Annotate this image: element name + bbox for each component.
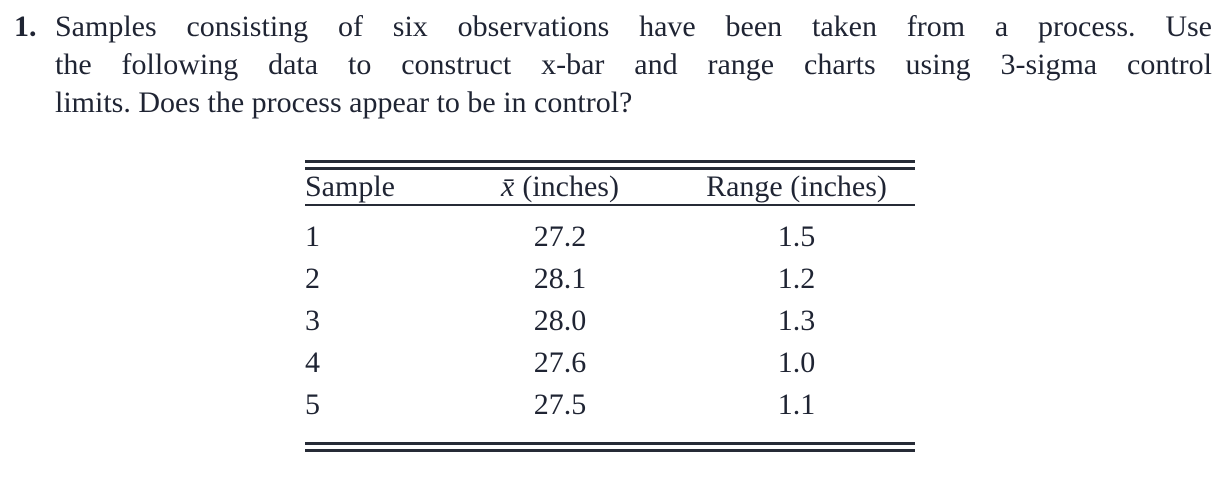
problem-statement: 1. Samples consisting of six observation… (0, 0, 1222, 122)
cell-sample: 2 (305, 262, 320, 295)
cell-xbar: 28.1 (533, 262, 587, 295)
cell-xbar: 27.6 (533, 346, 587, 379)
cell-sample: 3 (305, 304, 320, 337)
problem-text-line-1: Samples consisting of six observations h… (55, 10, 1212, 43)
cell-range: 1.5 (777, 220, 816, 253)
xbar-symbol: x̄ (501, 170, 515, 203)
table-row: 3 28.0 1.3 (305, 300, 915, 342)
header-xbar: x̄ (inches) (470, 165, 650, 206)
cell-xbar: 27.5 (533, 388, 587, 421)
cell-sample: 1 (305, 220, 320, 253)
table-header-row: Sample x̄ (inches) Range (inches) (305, 165, 915, 206)
table-row: 4 27.6 1.0 (305, 342, 915, 384)
table-row: 2 28.1 1.2 (305, 258, 915, 300)
table-row: 1 27.2 1.5 (305, 205, 915, 258)
problem-text-line-2: the following data to construct x-bar an… (55, 48, 1212, 81)
cell-sample: 5 (305, 388, 320, 421)
cell-range: 1.1 (777, 388, 816, 421)
cell-range: 1.2 (777, 262, 816, 295)
xbar-unit: (inches) (522, 170, 619, 203)
cell-range: 1.3 (777, 304, 816, 337)
data-table-container: Sample x̄ (inches) Range (inches) 1 27.2 … (305, 160, 915, 452)
cell-xbar: 27.2 (533, 220, 587, 253)
problem-number: 1. (14, 10, 37, 43)
problem-text: Samples consisting of six observations h… (55, 8, 1212, 122)
cell-range: 1.0 (777, 346, 816, 379)
header-sample: Sample (305, 165, 470, 206)
cell-xbar: 28.0 (533, 304, 587, 337)
problem-text-line-3: limits. Does the process appear to be in… (55, 86, 633, 119)
data-table: Sample x̄ (inches) Range (inches) 1 27.2 … (305, 160, 915, 452)
header-range: Range (inches) (650, 165, 915, 206)
table-header: Sample x̄ (inches) Range (inches) (305, 165, 915, 206)
table-row: 5 27.5 1.1 (305, 384, 915, 447)
table-body: 1 27.2 1.5 2 28.1 1.2 3 28.0 1.3 4 27.6 (305, 205, 915, 447)
cell-sample: 4 (305, 346, 320, 379)
